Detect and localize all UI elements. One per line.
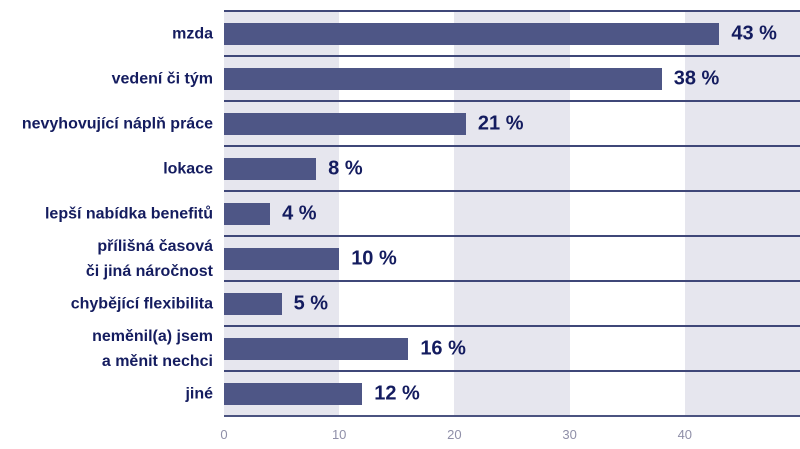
category-label: jiné	[185, 385, 213, 402]
bar	[224, 22, 720, 45]
x-axis-line	[224, 414, 800, 417]
row-separator-line	[224, 190, 800, 192]
row-separator-line	[224, 100, 800, 102]
value-label: 38 %	[673, 67, 720, 89]
x-tick-label: 20	[447, 427, 462, 442]
category-label: neměnil(a) jsem a měnit nechci	[92, 327, 213, 370]
category-label: mzda	[172, 25, 213, 42]
bar	[224, 247, 340, 270]
row-separator-line	[224, 280, 800, 282]
value-label: 5 %	[293, 292, 329, 314]
row-separator-line	[224, 145, 800, 147]
x-tick-label: 10	[331, 427, 347, 442]
value-label: 10 %	[351, 247, 397, 269]
value-label: 4 %	[282, 202, 317, 224]
row-separator-line	[224, 325, 800, 327]
row-separator-line	[224, 370, 800, 372]
category-label: lepší nabídka benefitů	[44, 205, 213, 222]
category-label: přílišná časová či jiná náročnost	[85, 237, 213, 280]
value-label: 21 %	[477, 112, 524, 134]
x-tick-label: 0	[220, 427, 228, 442]
row-separator-line	[224, 10, 800, 12]
bar	[224, 157, 317, 180]
category-label: lokace	[163, 160, 213, 177]
value-label: 16 %	[420, 337, 466, 359]
value-label: 12 %	[374, 382, 420, 404]
bar	[224, 382, 363, 405]
bar	[224, 67, 662, 90]
plot-area: 43 % 38 % 21 % 8 % 4 % 10 % 5 % 16 % 12 %	[224, 10, 800, 417]
bar	[224, 292, 282, 315]
category-label: vedení či tým	[111, 70, 213, 87]
x-tick-label: 40	[677, 427, 693, 442]
bar	[224, 202, 271, 225]
background-band	[684, 11, 800, 416]
value-label: 43 %	[731, 22, 777, 44]
row-separator-line	[224, 235, 800, 237]
x-tick-label: 30	[562, 427, 577, 442]
value-label: 8 %	[328, 157, 363, 179]
bar	[224, 337, 409, 360]
bar	[224, 112, 466, 135]
row-separator-line	[224, 55, 800, 57]
category-label: nevyhovující náplň práce	[21, 115, 213, 132]
category-label: chybějící flexibilita	[70, 295, 213, 312]
